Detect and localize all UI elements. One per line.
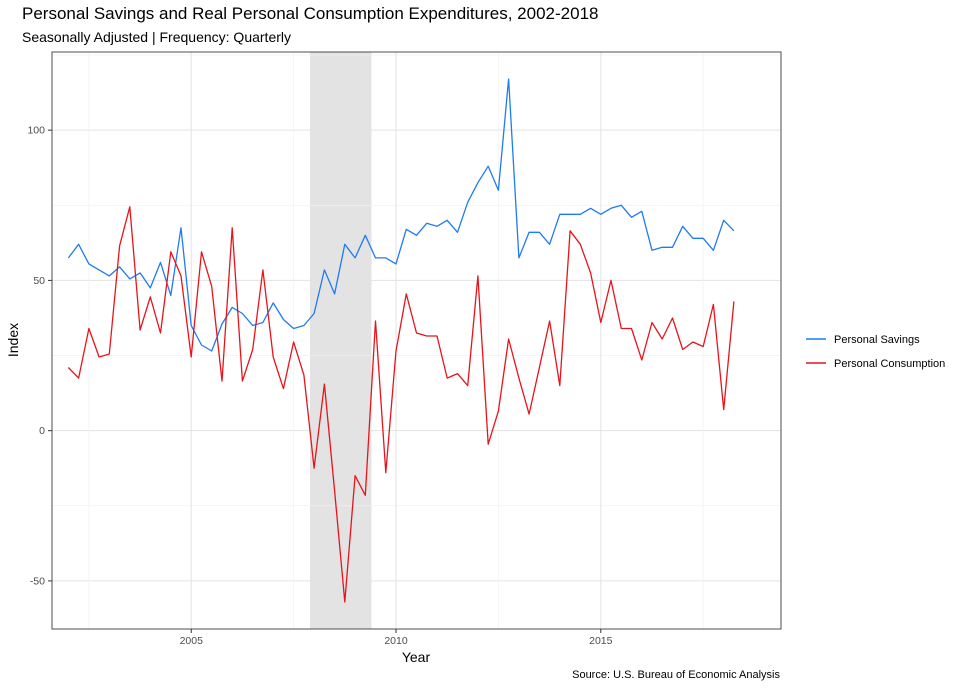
source-caption: Source: U.S. Bureau of Economic Analysis	[572, 669, 780, 681]
x-axis-title: Year	[402, 649, 431, 665]
chart-title: Personal Savings and Real Personal Consu…	[22, 4, 599, 23]
recession-shading	[310, 52, 372, 629]
y-tick-label: 50	[33, 275, 45, 287]
recession-shading-layer	[310, 52, 372, 629]
legend: Personal Savings Personal Consumption	[806, 334, 945, 370]
x-tick-label: 2015	[589, 635, 613, 647]
gridlines	[52, 52, 781, 629]
y-tick-label: 0	[39, 425, 45, 437]
plot-border-rect	[51, 51, 782, 630]
series-lines	[67, 78, 735, 603]
legend-label: Personal Savings	[834, 334, 920, 346]
series-line-personal-consumption	[67, 206, 735, 603]
x-tick-label: 2010	[384, 635, 408, 647]
x-tick-label: 2005	[180, 635, 204, 647]
y-tick-label: -50	[30, 575, 45, 587]
chart-subtitle: Seasonally Adjusted | Frequency: Quarter…	[22, 29, 292, 45]
plot-panel	[52, 52, 781, 629]
legend-label: Personal Consumption	[834, 358, 945, 370]
plot-border	[51, 51, 782, 630]
y-tick-label: 100	[27, 125, 45, 137]
plot-background	[52, 52, 781, 629]
axes: -50 0 50 100 2005 2010 2015	[27, 125, 612, 647]
y-axis-title: Index	[5, 323, 21, 357]
series-line-personal-savings	[67, 78, 735, 352]
